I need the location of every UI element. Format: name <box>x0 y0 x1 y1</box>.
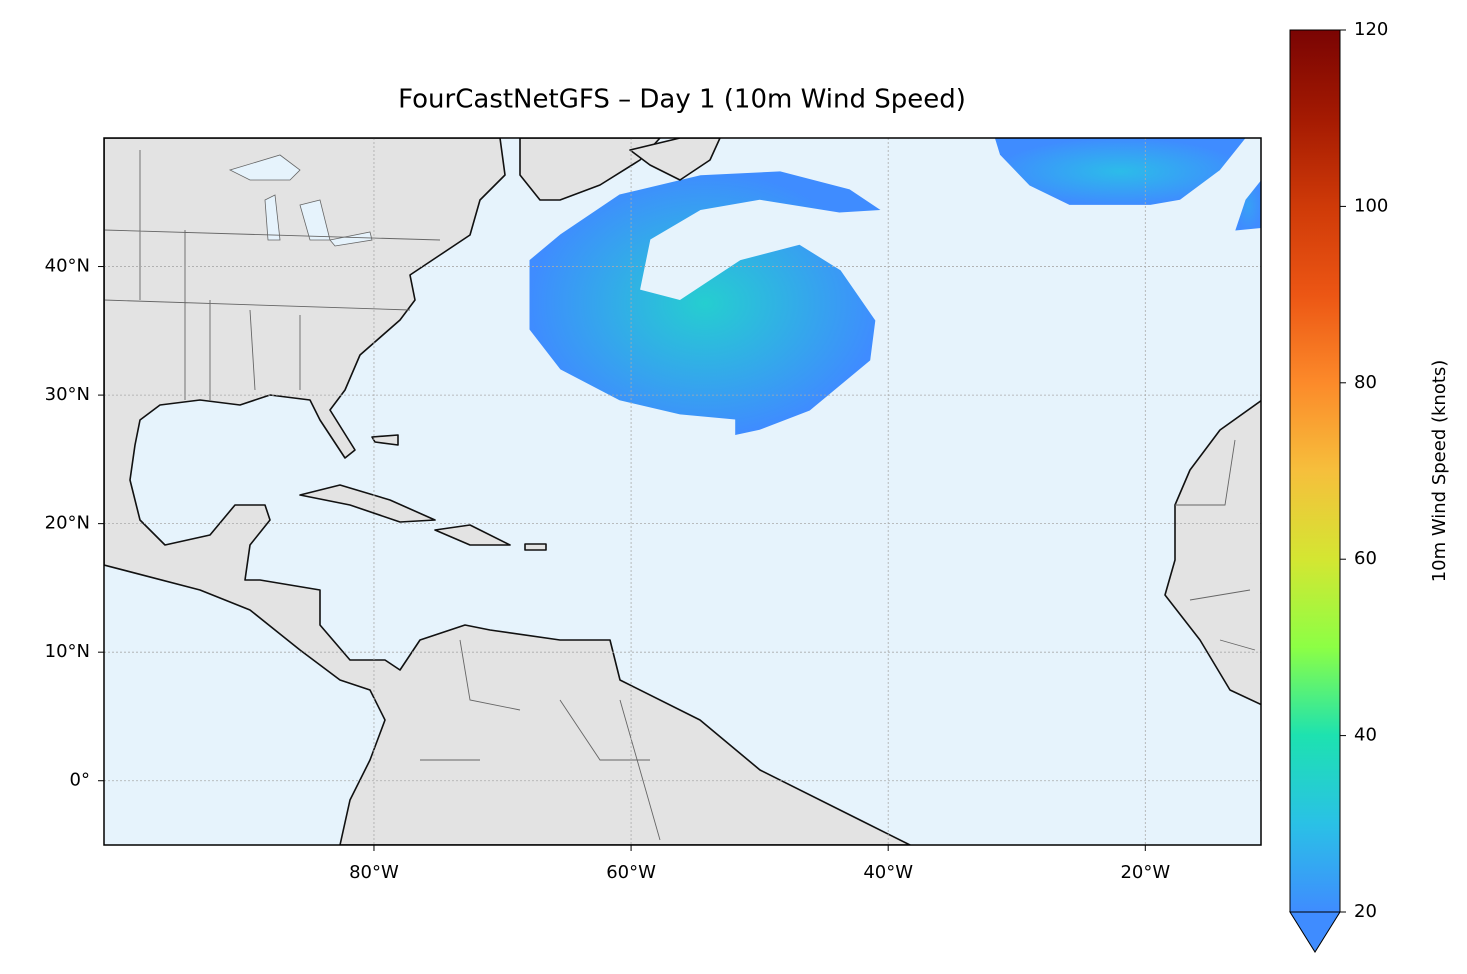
y-tick-label: 20°N <box>45 513 90 534</box>
colorbar-label: 10m Wind Speed (knots) <box>1429 360 1450 583</box>
grid <box>104 138 1261 845</box>
borders <box>104 150 1256 841</box>
americas <box>104 138 911 845</box>
y-tick-label: 40°N <box>45 256 90 277</box>
y-tick-label: 0° <box>70 770 90 791</box>
wind-region <box>1235 180 1261 231</box>
colorbar-tick-label: 100 <box>1354 195 1388 216</box>
colorbar <box>1289 29 1341 913</box>
x-tick-label: 80°W <box>349 862 399 883</box>
wind-layer <box>529 138 1261 435</box>
x-tick-label: 20°W <box>1120 862 1170 883</box>
colorbar-tick-label: 80 <box>1354 372 1377 393</box>
colorbar-tick-label: 40 <box>1354 725 1377 746</box>
florida-keys <box>371 434 399 446</box>
colorbar-tick-label: 60 <box>1354 548 1377 569</box>
hispaniola <box>434 524 511 546</box>
africa <box>1164 399 1261 706</box>
land-layer <box>104 138 1261 845</box>
great-lakes <box>228 154 373 247</box>
colorbar-tick-label: 20 <box>1354 901 1377 922</box>
puerto-rico <box>524 543 547 551</box>
y-tick-label: 10°N <box>45 641 90 662</box>
colorbar-tick-label: 120 <box>1354 19 1388 40</box>
colorbar-extension <box>1289 911 1341 953</box>
cuba <box>299 484 436 523</box>
canada-east <box>519 138 661 201</box>
x-tick-label: 40°W <box>863 862 913 883</box>
wind-region <box>529 171 881 435</box>
newfoundland <box>629 138 721 181</box>
wind-region <box>994 138 1246 205</box>
y-tick-label: 30°N <box>45 384 90 405</box>
map-frame <box>103 137 1262 846</box>
x-tick-label: 60°W <box>606 862 656 883</box>
chart-title: FourCastNetGFS – Day 1 (10m Wind Speed) <box>398 85 966 115</box>
